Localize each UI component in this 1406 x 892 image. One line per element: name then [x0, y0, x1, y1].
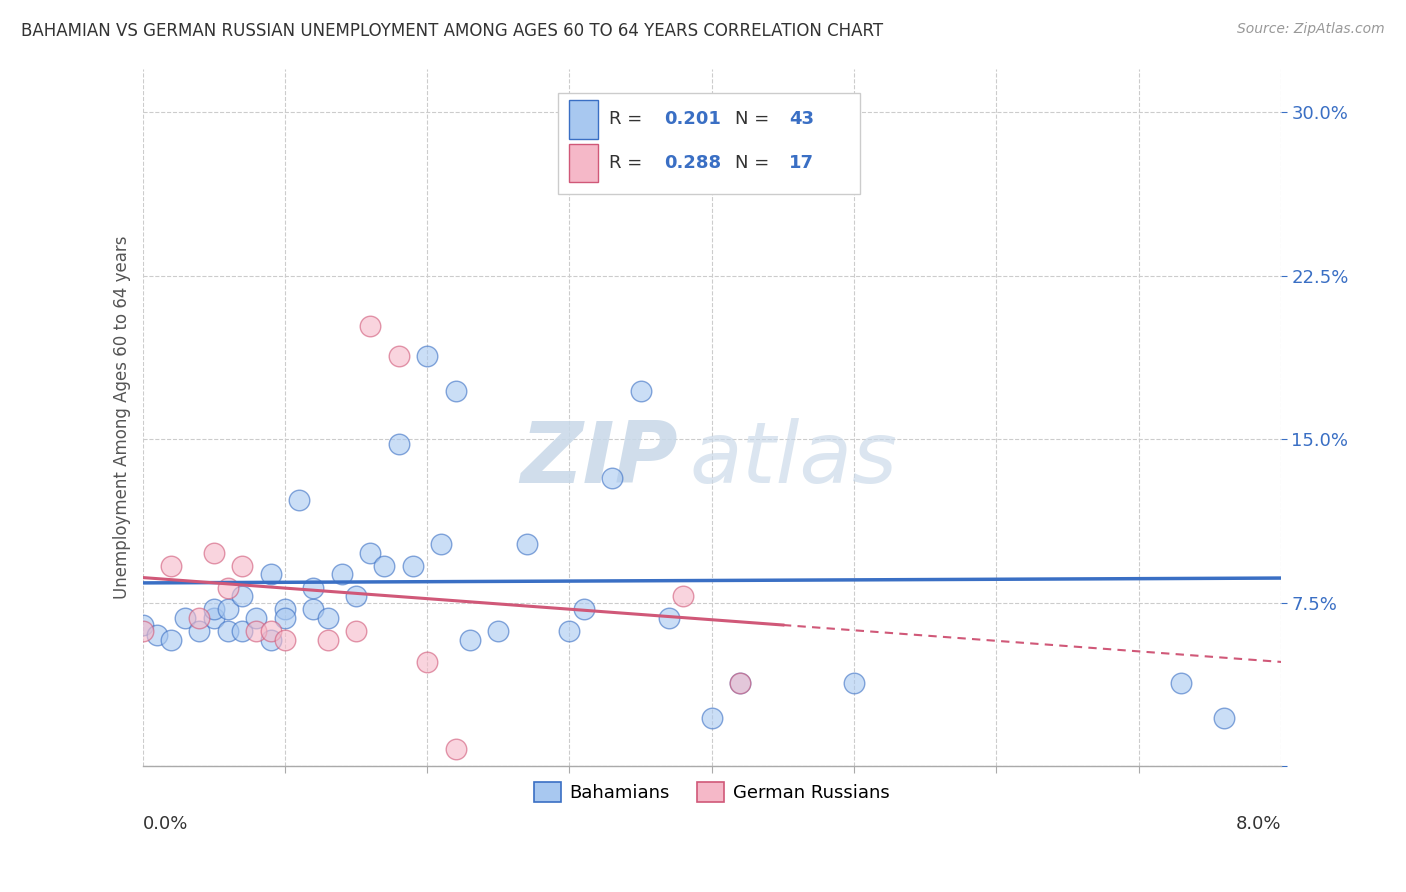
Point: [672, 589, 695, 603]
Point: [359, 546, 381, 560]
Text: ZIP: ZIP: [520, 417, 678, 500]
Point: [217, 581, 239, 595]
Point: [174, 611, 197, 625]
Point: [558, 624, 581, 639]
Point: [388, 350, 411, 364]
Point: [188, 624, 211, 639]
Point: [416, 655, 439, 669]
Point: [344, 624, 367, 639]
Text: 8.0%: 8.0%: [1236, 815, 1281, 833]
Point: [516, 537, 538, 551]
Point: [231, 624, 253, 639]
Point: [217, 624, 239, 639]
Point: [700, 711, 723, 725]
Y-axis label: Unemployment Among Ages 60 to 64 years: Unemployment Among Ages 60 to 64 years: [114, 235, 131, 599]
Point: [259, 624, 281, 639]
Point: [728, 676, 751, 690]
FancyBboxPatch shape: [558, 93, 860, 194]
Point: [658, 611, 681, 625]
Point: [231, 558, 253, 573]
Legend: Bahamians, German Russians: Bahamians, German Russians: [526, 774, 897, 810]
Point: [231, 589, 253, 603]
Point: [316, 632, 339, 647]
FancyBboxPatch shape: [569, 100, 598, 138]
Point: [430, 537, 453, 551]
Point: [202, 602, 225, 616]
Text: 0.0%: 0.0%: [142, 815, 188, 833]
Point: [302, 602, 325, 616]
Point: [145, 628, 167, 642]
Point: [188, 611, 211, 625]
Point: [259, 632, 281, 647]
Text: atlas: atlas: [689, 417, 897, 500]
Point: [302, 581, 325, 595]
Point: [786, 166, 808, 180]
Point: [458, 632, 481, 647]
Point: [160, 632, 183, 647]
Text: 0.288: 0.288: [664, 153, 721, 172]
Point: [131, 617, 153, 632]
Point: [1213, 711, 1236, 725]
Point: [486, 624, 509, 639]
Point: [373, 558, 395, 573]
Point: [245, 611, 267, 625]
Point: [202, 546, 225, 560]
Point: [572, 602, 595, 616]
Point: [728, 676, 751, 690]
Point: [202, 611, 225, 625]
Point: [444, 384, 467, 399]
Point: [1170, 676, 1192, 690]
Text: BAHAMIAN VS GERMAN RUSSIAN UNEMPLOYMENT AMONG AGES 60 TO 64 YEARS CORRELATION CH: BAHAMIAN VS GERMAN RUSSIAN UNEMPLOYMENT …: [21, 22, 883, 40]
Point: [630, 384, 652, 399]
Point: [444, 742, 467, 756]
Text: N =: N =: [734, 111, 775, 128]
Point: [259, 567, 281, 582]
Point: [842, 676, 865, 690]
Point: [288, 493, 311, 508]
FancyBboxPatch shape: [569, 144, 598, 182]
Point: [274, 611, 297, 625]
Point: [600, 471, 623, 485]
Point: [131, 624, 153, 639]
Point: [402, 558, 425, 573]
Point: [217, 602, 239, 616]
Point: [316, 611, 339, 625]
Point: [330, 567, 353, 582]
Text: 17: 17: [789, 153, 814, 172]
Point: [160, 558, 183, 573]
Point: [274, 602, 297, 616]
Text: R =: R =: [609, 153, 648, 172]
Point: [416, 350, 439, 364]
Point: [344, 589, 367, 603]
Text: 0.201: 0.201: [664, 111, 721, 128]
Text: 43: 43: [789, 111, 814, 128]
Text: Source: ZipAtlas.com: Source: ZipAtlas.com: [1237, 22, 1385, 37]
Point: [245, 624, 267, 639]
Text: N =: N =: [734, 153, 775, 172]
Point: [359, 318, 381, 333]
Text: R =: R =: [609, 111, 648, 128]
Point: [388, 436, 411, 450]
Point: [274, 632, 297, 647]
